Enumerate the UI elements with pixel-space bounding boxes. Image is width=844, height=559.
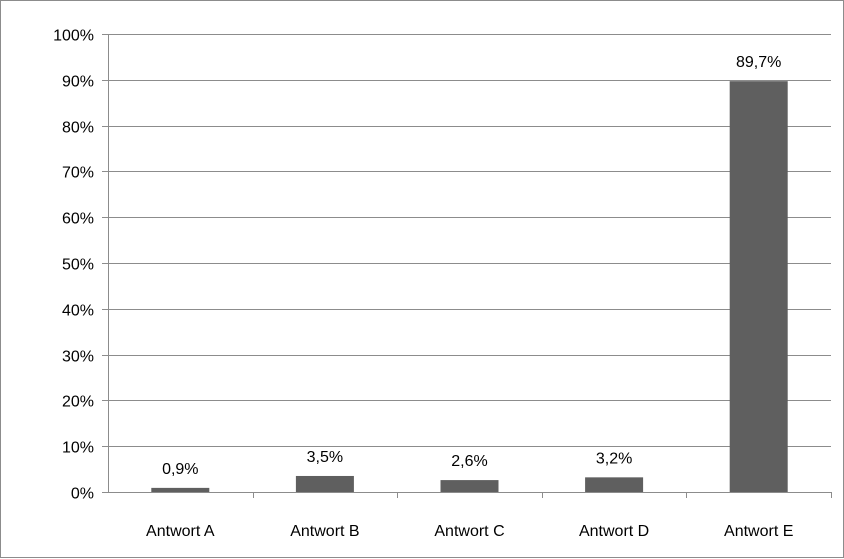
- y-tick-label: 100%: [53, 28, 94, 45]
- y-tick-label: 90%: [62, 74, 94, 91]
- bar: [729, 81, 788, 492]
- y-tick-label: 80%: [62, 120, 94, 137]
- y-tick-label: 0%: [71, 486, 94, 503]
- y-tick-label: 50%: [62, 257, 94, 274]
- y-tick-label: 10%: [62, 440, 94, 457]
- x-tick-label: Antwort A: [146, 523, 215, 540]
- x-tick-label: Antwort B: [290, 523, 359, 540]
- x-tick-label: Antwort C: [434, 523, 504, 540]
- data-label: 3,5%: [307, 449, 343, 466]
- y-tick-label: 60%: [62, 211, 94, 228]
- bar: [151, 487, 210, 492]
- data-label: 2,6%: [451, 453, 487, 470]
- x-tick-label: Antwort E: [724, 523, 793, 540]
- data-labels: 0,9% 3,5% 2,6% 3,2% 89,7%: [162, 54, 781, 478]
- y-axis-tick-labels: 0% 10% 20% 30% 40% 50% 60% 70% 80% 90% 100%: [53, 28, 94, 503]
- axes: [102, 34, 832, 498]
- bar: [585, 477, 644, 492]
- y-tick-label: 70%: [62, 165, 94, 182]
- x-axis-tick-labels: Antwort A Antwort B Antwort C Antwort D Antw…: [146, 523, 793, 540]
- bar: [440, 480, 499, 492]
- y-tick-label: 20%: [62, 394, 94, 411]
- x-tick-label: Antwort D: [579, 523, 649, 540]
- y-tick-label: 40%: [62, 303, 94, 320]
- data-label: 0,9%: [162, 461, 198, 478]
- data-label: 89,7%: [736, 54, 781, 71]
- y-tick-label: 30%: [62, 349, 94, 366]
- bars: [151, 81, 788, 492]
- bar: [295, 475, 354, 492]
- gridlines: [108, 34, 831, 447]
- data-label: 3,2%: [596, 450, 632, 467]
